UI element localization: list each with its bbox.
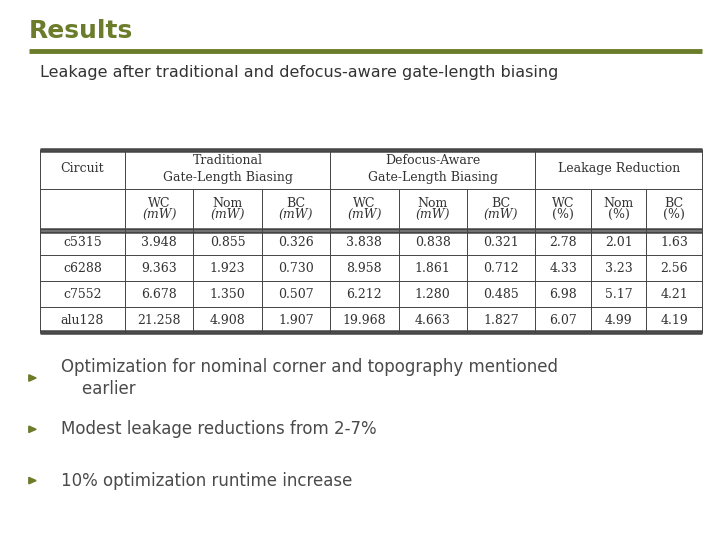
Text: 3.948: 3.948: [141, 236, 177, 249]
Text: c7552: c7552: [63, 288, 102, 301]
Text: 2.56: 2.56: [660, 262, 688, 275]
Text: 6.212: 6.212: [346, 288, 382, 301]
Text: Modest leakage reductions from 2-7%: Modest leakage reductions from 2-7%: [61, 420, 377, 438]
Text: Leakage Reduction: Leakage Reduction: [557, 162, 680, 176]
Text: 0.838: 0.838: [415, 236, 451, 249]
Text: Circuit: Circuit: [60, 162, 104, 176]
Text: Nom: Nom: [418, 197, 448, 211]
Text: (%): (%): [663, 208, 685, 221]
Text: (mW): (mW): [347, 208, 382, 221]
Text: 8.958: 8.958: [346, 262, 382, 275]
Text: 9.363: 9.363: [141, 262, 177, 275]
Text: (mW): (mW): [484, 208, 518, 221]
Text: 1.280: 1.280: [415, 288, 451, 301]
Text: 0.712: 0.712: [483, 262, 519, 275]
Text: c6288: c6288: [63, 262, 102, 275]
Text: 0.507: 0.507: [278, 288, 314, 301]
Text: 4.33: 4.33: [549, 262, 577, 275]
Text: 6.678: 6.678: [141, 288, 177, 301]
Polygon shape: [29, 426, 36, 433]
Text: 0.730: 0.730: [278, 262, 314, 275]
Text: Defocus-Aware
Gate-Length Biasing: Defocus-Aware Gate-Length Biasing: [368, 154, 498, 184]
Text: Leakage after traditional and defocus-aware gate-length biasing: Leakage after traditional and defocus-aw…: [40, 65, 558, 80]
Text: c5315: c5315: [63, 236, 102, 249]
Text: 0.485: 0.485: [483, 288, 519, 301]
Text: 1.861: 1.861: [415, 262, 451, 275]
Text: BC: BC: [287, 197, 305, 211]
Text: 2.78: 2.78: [549, 236, 577, 249]
Text: (mW): (mW): [210, 208, 245, 221]
Text: WC: WC: [148, 197, 171, 211]
Text: BC: BC: [492, 197, 510, 211]
Text: 1.827: 1.827: [483, 314, 519, 327]
Text: 4.19: 4.19: [660, 314, 688, 327]
Text: (mW): (mW): [279, 208, 313, 221]
Text: 1.63: 1.63: [660, 236, 688, 249]
Text: Traditional
Gate-Length Biasing: Traditional Gate-Length Biasing: [163, 154, 292, 184]
Text: 4.663: 4.663: [415, 314, 451, 327]
Text: 3.838: 3.838: [346, 236, 382, 249]
Text: 1.907: 1.907: [278, 314, 314, 327]
Text: Results: Results: [29, 19, 133, 43]
Text: 0.855: 0.855: [210, 236, 246, 249]
Text: Nom: Nom: [212, 197, 243, 211]
Text: 1.923: 1.923: [210, 262, 246, 275]
Text: 5.17: 5.17: [605, 288, 632, 301]
Text: 0.321: 0.321: [483, 236, 519, 249]
Polygon shape: [29, 375, 36, 381]
Text: (mW): (mW): [415, 208, 450, 221]
Polygon shape: [29, 477, 36, 484]
Text: (%): (%): [552, 208, 574, 221]
Text: alu128: alu128: [60, 314, 104, 327]
Text: Nom: Nom: [603, 197, 634, 211]
Text: 0.326: 0.326: [278, 236, 314, 249]
Text: 6.98: 6.98: [549, 288, 577, 301]
Text: 2.01: 2.01: [605, 236, 633, 249]
Text: 4.908: 4.908: [210, 314, 246, 327]
Text: WC: WC: [353, 197, 376, 211]
Text: 6.07: 6.07: [549, 314, 577, 327]
Text: 4.99: 4.99: [605, 314, 632, 327]
Text: BC: BC: [665, 197, 684, 211]
Text: Optimization for nominal corner and topography mentioned
    earlier: Optimization for nominal corner and topo…: [61, 357, 558, 399]
Text: 10% optimization runtime increase: 10% optimization runtime increase: [61, 471, 353, 490]
Text: (mW): (mW): [142, 208, 176, 221]
Text: WC: WC: [552, 197, 575, 211]
Text: 1.350: 1.350: [210, 288, 246, 301]
Text: 21.258: 21.258: [138, 314, 181, 327]
Text: 4.21: 4.21: [660, 288, 688, 301]
Text: 3.23: 3.23: [605, 262, 633, 275]
Text: (%): (%): [608, 208, 629, 221]
Text: 19.968: 19.968: [343, 314, 386, 327]
